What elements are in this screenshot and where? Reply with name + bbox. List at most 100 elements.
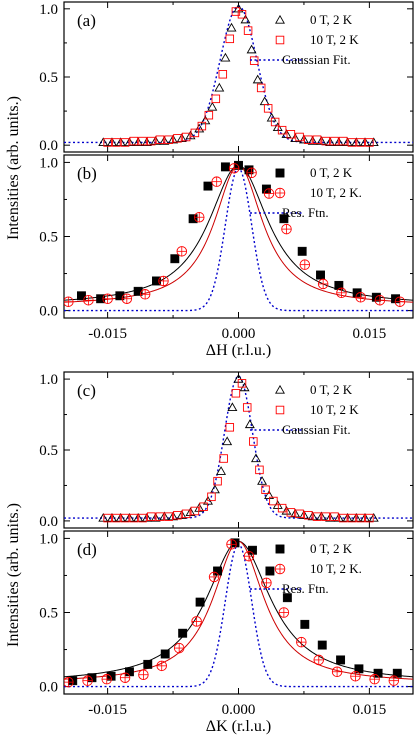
data-point-10T: [321, 136, 331, 146]
data-point-0T: [325, 137, 336, 147]
data-point-0T: [272, 122, 283, 132]
data-point-10T: [347, 513, 357, 523]
data-point-10T: [246, 167, 257, 179]
data-point-10T: [138, 136, 147, 146]
data-point-10T: [190, 128, 200, 138]
data-point-10T: [119, 672, 131, 683]
data-point-10T: [204, 110, 214, 120]
data-point-10T: [83, 294, 94, 306]
data-point-10T: [138, 669, 149, 680]
data-point-10T: [278, 607, 290, 618]
data-point-10T: [211, 176, 222, 187]
data-point-10T: [261, 577, 272, 589]
data-point-0T: [226, 22, 237, 32]
legend-marker: [274, 187, 286, 199]
data-point-10T: [176, 246, 188, 257]
data-point-10T: [121, 293, 133, 304]
data-point-10T: [190, 506, 200, 516]
data-point-0T: [279, 214, 289, 224]
data-point-0T: [133, 512, 144, 522]
data-point-10T: [269, 496, 278, 506]
data-point-0T: [115, 291, 125, 301]
data-point-10T: [129, 513, 139, 523]
legend-label: Res. Ftn.: [282, 581, 329, 596]
data-point-10T: [356, 138, 365, 147]
data-point-0T: [227, 402, 238, 412]
data-point-10T: [173, 510, 182, 520]
data-point-10T: [261, 485, 270, 494]
data-point-10T: [191, 616, 202, 627]
panel-d: 0.0 0.5 1.0 -0.015 0.000 0.015 ΔK (r.l.u.) (d) 0…: [39, 530, 414, 735]
legend-label: 10 T, 2 K: [310, 402, 359, 417]
data-point-10T: [173, 134, 182, 143]
data-point-0T: [124, 512, 135, 522]
data-point-10T: [243, 550, 255, 562]
data-point-10T: [156, 660, 167, 672]
data-point-10T: [164, 512, 173, 521]
data-point-0T: [170, 254, 180, 264]
data-point-10T: [295, 509, 304, 519]
y-axis-label-top: Intensities (arb. units.): [5, 96, 22, 240]
data-point-10T: [237, 379, 247, 388]
data-point-10T: [218, 70, 228, 79]
y-tick-label: 0.5: [39, 230, 58, 246]
data-point-10T: [286, 130, 296, 139]
data-point-0T: [168, 511, 179, 521]
x-tick-label: 0.000: [222, 702, 256, 718]
data-point-10T: [296, 636, 307, 648]
data-point-0T: [176, 133, 187, 142]
data-point-0T: [282, 593, 292, 603]
data-point-10T: [173, 642, 185, 654]
data-point-0T: [300, 619, 310, 629]
data-point-10T: [112, 513, 121, 523]
data-point-10T: [304, 135, 313, 144]
data-point-10T: [330, 512, 339, 521]
data-point-0T: [342, 512, 353, 522]
data-point-0T: [124, 137, 135, 147]
data-point-0T: [333, 512, 344, 522]
data-point-0T: [222, 436, 233, 446]
data-point-10T: [231, 389, 241, 398]
data-point-0T: [124, 667, 134, 677]
plot-area: [64, 373, 413, 523]
x-axis-label: ΔK (r.l.u.): [206, 718, 271, 735]
data-point-0T: [185, 507, 196, 516]
data-point-10T: [181, 132, 191, 142]
data-point-10T: [164, 135, 173, 144]
legend-label: Res. Ftn.: [282, 205, 329, 220]
data-point-10T: [281, 223, 292, 235]
data-point-10T: [330, 136, 339, 146]
data-point-10T: [243, 26, 253, 35]
data-point-0T: [368, 512, 379, 522]
data-point-0T: [373, 668, 383, 678]
x-tick-label: -0.015: [88, 702, 127, 718]
panels: 0.0 0.5 1.0 (a) 0 T, 2 K 10 T, 2 K Gaussian Fi…: [39, 1, 414, 735]
legend-label: 0 T, 2 K: [310, 165, 353, 180]
panel-b: 0.0 0.5 1.0 -0.015 0.000 0.015 ΔH (r.l.u.) (b) 0…: [39, 154, 414, 359]
data-point-10T: [155, 135, 165, 144]
data-point-10T: [365, 513, 374, 523]
data-point-0T: [246, 44, 257, 54]
legend-label: 0 T, 2 K: [310, 541, 353, 556]
data-point-10T: [112, 138, 121, 147]
data-point-0T: [143, 659, 153, 669]
data-point-0T: [220, 52, 231, 62]
data-point-10T: [64, 296, 74, 307]
data-point-10T: [321, 512, 331, 521]
data-point-0T: [194, 123, 205, 133]
data-point-0T: [159, 511, 170, 521]
fit-curve-dotted: [64, 375, 413, 519]
data-point-10T: [263, 104, 273, 113]
y-tick-label: 0.5: [39, 443, 58, 459]
data-point-10T: [312, 512, 322, 521]
data-point-10T: [336, 287, 347, 299]
plot-area: [64, 160, 413, 312]
data-point-10T: [237, 10, 247, 19]
data-point-10T: [82, 675, 93, 686]
legend-label: 10 T, 2 K: [310, 32, 359, 47]
data-point-10T: [129, 136, 139, 146]
data-point-10T: [277, 125, 287, 135]
data-point-10T: [286, 508, 296, 517]
x-tick-label: 0.015: [353, 326, 387, 342]
